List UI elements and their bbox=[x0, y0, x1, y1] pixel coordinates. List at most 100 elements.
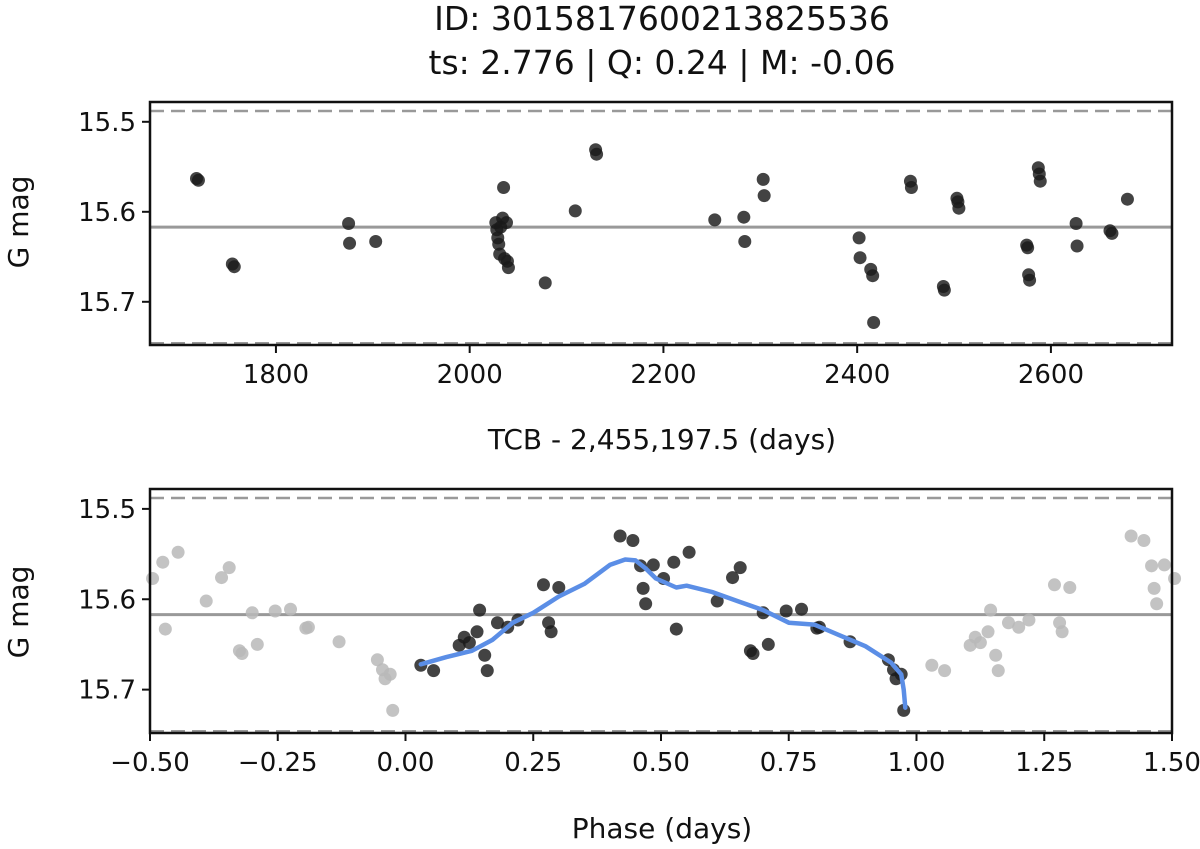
ghost-point bbox=[1147, 581, 1161, 595]
data-point bbox=[737, 210, 751, 224]
ghost-point bbox=[301, 620, 315, 634]
data-point bbox=[1021, 241, 1035, 255]
data-point bbox=[756, 172, 770, 186]
ghost-point bbox=[991, 664, 1005, 678]
x-tick-label: 1.25 bbox=[1015, 748, 1073, 778]
data-point bbox=[626, 534, 640, 548]
ghost-point bbox=[383, 667, 397, 681]
ghost-point bbox=[1157, 558, 1171, 572]
data-point bbox=[499, 216, 513, 230]
x-tick-label: −0.25 bbox=[238, 748, 318, 778]
data-point bbox=[667, 555, 681, 569]
data-point bbox=[343, 236, 357, 250]
time-series-ylabel: G mag bbox=[2, 176, 35, 269]
x-tick-label: 1.50 bbox=[1143, 748, 1200, 778]
data-point bbox=[1105, 226, 1119, 240]
ghost-point bbox=[1168, 571, 1182, 585]
data-point bbox=[342, 217, 356, 230]
chart-title-line1: ID: 3015817600213825536 bbox=[434, 0, 890, 38]
phase-folded-panel: −0.50 −0.25 0.00 0.25 0.50 0.75 1.00 1.25 1.50 15… bbox=[78, 487, 1200, 778]
x-tick-label: 2200 bbox=[630, 360, 696, 390]
ghost-point bbox=[1055, 625, 1069, 639]
y-tick-label: 15.6 bbox=[78, 585, 136, 615]
ghost-point bbox=[938, 664, 952, 678]
ghost-point bbox=[1124, 529, 1138, 543]
phase-folded-xlabel: Phase (days) bbox=[572, 812, 752, 845]
data-point bbox=[552, 581, 566, 595]
x-tick-label: 0.75 bbox=[760, 748, 818, 778]
data-point bbox=[470, 625, 484, 639]
data-point bbox=[866, 269, 880, 283]
data-point bbox=[1023, 273, 1037, 287]
data-point bbox=[757, 189, 771, 203]
ghost-point bbox=[332, 635, 346, 649]
y-tick-label: 15.7 bbox=[78, 676, 136, 706]
ghost-point bbox=[925, 658, 939, 672]
ghost-point bbox=[156, 555, 170, 569]
x-tick-label: 1.00 bbox=[888, 748, 946, 778]
plot-frame bbox=[148, 100, 1174, 347]
data-point bbox=[191, 173, 205, 187]
ghost-point bbox=[1145, 559, 1159, 573]
data-point bbox=[480, 664, 494, 678]
data-point bbox=[536, 578, 550, 592]
x-tick-label: 1800 bbox=[243, 360, 309, 390]
model-curve bbox=[418, 557, 908, 710]
data-point bbox=[852, 231, 866, 245]
ghost-point bbox=[250, 637, 264, 651]
ghost-point bbox=[245, 606, 259, 620]
y-tick-label: 15.5 bbox=[78, 108, 136, 138]
data-point bbox=[462, 636, 476, 650]
data-point bbox=[779, 604, 793, 618]
ghost-point bbox=[146, 571, 160, 585]
data-point bbox=[544, 625, 558, 639]
x-tick-label: 2000 bbox=[437, 360, 503, 390]
data-point bbox=[761, 637, 775, 651]
data-point bbox=[867, 316, 881, 329]
data-point bbox=[538, 276, 552, 290]
ghost-point bbox=[1137, 534, 1151, 548]
y-tick-label: 15.6 bbox=[78, 198, 136, 228]
ghost-point bbox=[199, 594, 213, 608]
data-point bbox=[639, 597, 653, 611]
time-series-xlabel: TCB - 2,455,197.5 (days) bbox=[487, 423, 836, 456]
ghost-point bbox=[1150, 597, 1164, 611]
data-point bbox=[497, 181, 511, 194]
y-tick-label: 15.5 bbox=[78, 495, 136, 525]
data-point bbox=[613, 529, 627, 543]
data-point bbox=[646, 558, 660, 572]
ghost-point bbox=[235, 646, 249, 660]
plot-frame bbox=[148, 487, 1174, 735]
ghost-point bbox=[386, 703, 400, 717]
ghost-point bbox=[1012, 620, 1026, 634]
ghost-point bbox=[370, 653, 384, 667]
data-point bbox=[726, 571, 740, 585]
chart-title-line2: ts: 2.776 | Q: 0.24 | M: -0.06 bbox=[429, 43, 896, 82]
data-point bbox=[568, 204, 582, 218]
data-point bbox=[710, 594, 724, 608]
data-point bbox=[746, 646, 760, 660]
ghost-point bbox=[984, 603, 998, 617]
data-point bbox=[1069, 217, 1083, 230]
y-tick-label: 15.7 bbox=[78, 288, 136, 318]
ghost-point bbox=[1022, 613, 1036, 627]
data-point bbox=[427, 664, 441, 678]
data-point bbox=[636, 581, 650, 595]
phase-folded-ylabel: G mag bbox=[2, 566, 35, 659]
data-point bbox=[669, 622, 683, 636]
data-point bbox=[1120, 192, 1134, 206]
data-point bbox=[478, 648, 492, 662]
time-series-panel: 1800 2000 2200 2400 2600 15.5 15.6 15.7 bbox=[78, 100, 1174, 390]
ghost-point bbox=[158, 622, 172, 636]
ghost-point bbox=[215, 571, 229, 585]
x-tick-label: 0.00 bbox=[377, 748, 435, 778]
data-point bbox=[937, 283, 951, 297]
ghost-point bbox=[989, 648, 1003, 662]
ghost-point bbox=[222, 561, 236, 575]
x-tick-label: 0.50 bbox=[632, 748, 690, 778]
ghost-point bbox=[268, 604, 282, 618]
data-point bbox=[853, 251, 867, 265]
data-point bbox=[904, 181, 918, 194]
x-tick-label: −0.50 bbox=[110, 748, 190, 778]
